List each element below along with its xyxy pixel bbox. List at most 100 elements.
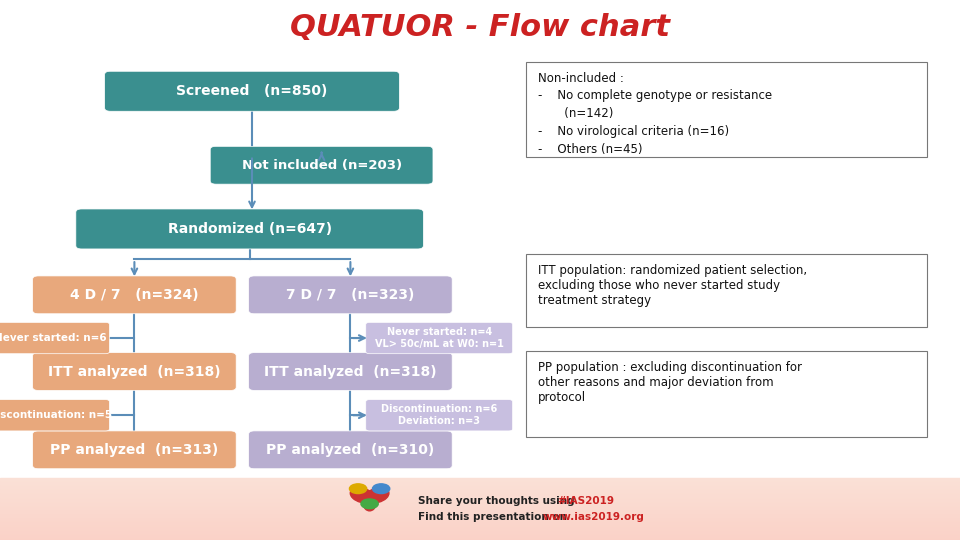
Bar (0, 513, 960, 514)
Ellipse shape (364, 499, 375, 511)
Text: 4 D / 7   (n=324): 4 D / 7 (n=324) (70, 288, 199, 302)
Bar (0, 515, 960, 516)
Ellipse shape (350, 488, 373, 503)
Bar (0, 502, 960, 503)
Bar (0, 526, 960, 528)
Bar (0, 490, 960, 491)
Text: Never started: n=6: Never started: n=6 (0, 333, 107, 343)
Circle shape (361, 499, 378, 509)
FancyBboxPatch shape (33, 431, 236, 469)
Bar (0, 478, 960, 479)
Text: QUATUOR - Flow chart: QUATUOR - Flow chart (290, 12, 670, 42)
Circle shape (372, 484, 390, 494)
FancyBboxPatch shape (249, 431, 452, 469)
Bar (0, 514, 960, 515)
Bar (0, 485, 960, 486)
Bar (0, 518, 960, 519)
Bar (0, 529, 960, 530)
Bar (0, 480, 960, 481)
FancyBboxPatch shape (0, 322, 109, 354)
FancyBboxPatch shape (210, 146, 433, 184)
Bar (0, 482, 960, 483)
Bar (0, 487, 960, 488)
Text: PP analyzed  (n=310): PP analyzed (n=310) (266, 443, 435, 457)
Bar (0, 505, 960, 506)
Bar (0, 519, 960, 521)
Bar (0, 481, 960, 482)
FancyBboxPatch shape (526, 254, 927, 327)
FancyBboxPatch shape (76, 209, 423, 249)
Text: ITT analyzed  (n=318): ITT analyzed (n=318) (264, 364, 437, 379)
Bar (0, 488, 960, 489)
Bar (0, 483, 960, 484)
Circle shape (349, 484, 367, 494)
Bar (0, 506, 960, 507)
Text: #IAS2019: #IAS2019 (557, 496, 613, 506)
Bar (0, 534, 960, 535)
Bar (0, 496, 960, 497)
Bar (0, 495, 960, 496)
Bar (0, 489, 960, 490)
Bar (0, 509, 960, 510)
Bar (0, 536, 960, 537)
Bar (0, 508, 960, 509)
Bar (0, 524, 960, 525)
Text: Never started: n=4
VL> 50c/mL at W0: n=1: Never started: n=4 VL> 50c/mL at W0: n=1 (374, 327, 504, 349)
Ellipse shape (366, 488, 389, 503)
Text: ITT population: randomized patient selection,
excluding those who never started : ITT population: randomized patient selec… (538, 264, 806, 307)
Bar (0, 537, 960, 538)
Text: Randomized (n=647): Randomized (n=647) (168, 222, 331, 236)
Bar (0, 486, 960, 487)
Text: Not included (n=203): Not included (n=203) (242, 159, 401, 172)
Bar (0, 503, 960, 504)
Text: -    No complete genotype or resistance: - No complete genotype or resistance (538, 89, 772, 102)
Bar (0, 492, 960, 494)
FancyBboxPatch shape (105, 71, 399, 111)
FancyBboxPatch shape (366, 322, 513, 354)
Text: (n=142): (n=142) (538, 107, 613, 120)
Text: Participants were screened from September 2017 to January 2018: Participants were screened from Septembe… (540, 65, 910, 75)
Bar (0, 501, 960, 502)
Bar (0, 532, 960, 533)
Text: Discontinuation: n=5: Discontinuation: n=5 (0, 410, 112, 420)
Bar (0, 523, 960, 524)
FancyBboxPatch shape (33, 353, 236, 390)
Bar (0, 531, 960, 532)
Text: Share your thoughts using: Share your thoughts using (418, 496, 578, 506)
Bar (0, 498, 960, 500)
Bar (0, 538, 960, 539)
Bar (0, 500, 960, 501)
Bar (0, 522, 960, 523)
Bar (0, 504, 960, 505)
Bar (0, 525, 960, 526)
FancyBboxPatch shape (33, 276, 236, 314)
FancyBboxPatch shape (0, 400, 109, 431)
Bar (0, 497, 960, 498)
Text: Screened   (n=850): Screened (n=850) (177, 84, 327, 98)
FancyBboxPatch shape (526, 62, 927, 157)
Text: www.ias2019.org: www.ias2019.org (542, 512, 644, 522)
Bar (0, 517, 960, 518)
Bar (0, 516, 960, 517)
Bar (0, 512, 960, 513)
Bar (0, 528, 960, 529)
Bar (0, 535, 960, 536)
Bar (0, 530, 960, 531)
Bar (0, 533, 960, 534)
Bar (0, 507, 960, 508)
Bar (0, 484, 960, 485)
Text: PP analyzed  (n=313): PP analyzed (n=313) (50, 443, 219, 457)
Text: PP population : excluding discontinuation for
other reasons and major deviation : PP population : excluding discontinuatio… (538, 361, 802, 404)
Bar (0, 479, 960, 480)
Text: -    Others (n=45): - Others (n=45) (538, 143, 642, 156)
Bar (0, 521, 960, 522)
Text: -    No virological criteria (n=16): - No virological criteria (n=16) (538, 125, 729, 138)
Bar (0, 494, 960, 495)
Text: Find this presentation on: Find this presentation on (418, 512, 570, 522)
Text: Discontinuation: n=6
Deviation: n=3: Discontinuation: n=6 Deviation: n=3 (381, 404, 497, 426)
Text: Non-included :: Non-included : (538, 72, 623, 85)
FancyBboxPatch shape (366, 400, 513, 431)
Bar (0, 491, 960, 492)
Text: 7 D / 7   (n=323): 7 D / 7 (n=323) (286, 288, 415, 302)
Bar (0, 510, 960, 511)
